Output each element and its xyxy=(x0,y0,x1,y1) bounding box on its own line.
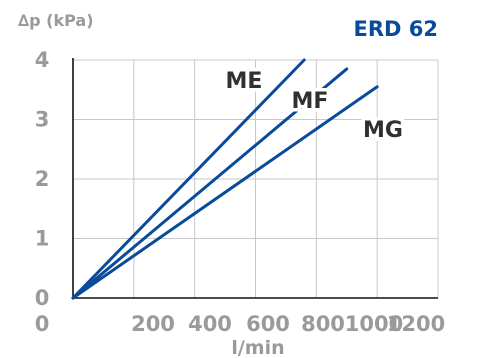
y-tick-label: 3 xyxy=(35,108,50,132)
axes xyxy=(72,58,438,299)
series-label-mf: MF xyxy=(292,89,329,114)
series-label-mg: MG xyxy=(363,118,403,143)
y-tick-label: 4 xyxy=(35,48,50,72)
chart-title: ERD 62 xyxy=(354,17,438,41)
y-tick-label: 1 xyxy=(35,227,50,251)
series-line-me xyxy=(71,58,306,300)
series-label-me: ME xyxy=(226,69,263,94)
x-tick-label: 600 xyxy=(246,312,290,336)
x-tick-label: 800 xyxy=(301,312,345,336)
x-tick-label: 0 xyxy=(35,312,50,336)
series-line-mg xyxy=(71,85,379,300)
series-line-mf xyxy=(71,67,349,300)
y-tick-label: 2 xyxy=(35,167,50,191)
x-tick-label: 1000 xyxy=(345,312,403,336)
x-tick-label: 400 xyxy=(188,312,232,336)
series-lines: ME MF MG xyxy=(71,58,406,300)
x-axis-label: l/min xyxy=(231,337,284,358)
grid xyxy=(73,59,439,298)
x-tick-label: 200 xyxy=(131,312,175,336)
y-axis-label: ∆p (kPa) xyxy=(18,11,94,30)
x-tick-label: 1200 xyxy=(387,312,445,336)
y-tick-label: 0 xyxy=(35,286,50,310)
